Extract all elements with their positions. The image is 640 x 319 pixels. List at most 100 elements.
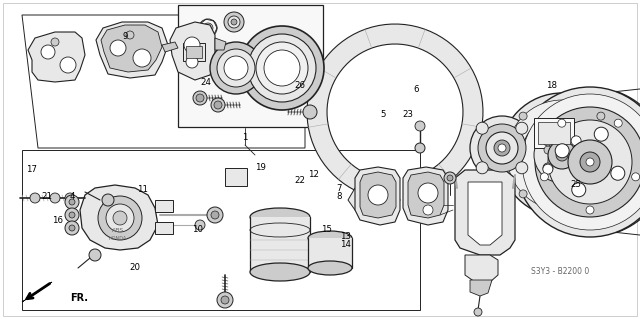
Bar [538, 122, 570, 144]
Circle shape [543, 164, 553, 174]
Bar [183, 43, 205, 61]
Circle shape [486, 132, 518, 164]
Circle shape [224, 12, 244, 32]
Polygon shape [101, 25, 162, 72]
Polygon shape [28, 32, 85, 82]
Circle shape [184, 37, 200, 53]
Text: 19: 19 [255, 163, 266, 172]
Polygon shape [470, 280, 492, 296]
Circle shape [568, 140, 612, 184]
Polygon shape [22, 282, 52, 302]
Circle shape [110, 40, 126, 56]
Text: 25: 25 [570, 180, 582, 189]
Circle shape [415, 121, 425, 131]
Circle shape [60, 57, 76, 73]
Circle shape [478, 124, 526, 172]
Circle shape [210, 42, 262, 94]
Text: 26: 26 [294, 81, 305, 90]
Circle shape [102, 194, 114, 206]
Circle shape [50, 193, 60, 203]
Circle shape [544, 146, 552, 154]
Circle shape [256, 42, 308, 94]
Circle shape [543, 136, 553, 146]
Circle shape [571, 136, 581, 146]
Circle shape [418, 183, 438, 203]
Text: 7: 7 [337, 184, 342, 193]
Circle shape [535, 107, 640, 217]
Circle shape [470, 116, 534, 180]
Circle shape [494, 140, 510, 156]
Circle shape [303, 105, 317, 119]
Circle shape [186, 56, 198, 68]
Text: HONDA: HONDA [109, 235, 127, 241]
Circle shape [415, 143, 425, 153]
Circle shape [522, 94, 640, 230]
Text: 22: 22 [294, 176, 305, 185]
Text: S3Y3 - B2200 0: S3Y3 - B2200 0 [531, 268, 589, 277]
Circle shape [211, 98, 225, 112]
Circle shape [632, 173, 639, 181]
Polygon shape [80, 185, 158, 250]
Polygon shape [403, 167, 448, 225]
Circle shape [65, 193, 75, 203]
Circle shape [586, 158, 594, 166]
Circle shape [196, 94, 204, 102]
Circle shape [516, 122, 528, 134]
Circle shape [515, 87, 640, 237]
Circle shape [498, 144, 506, 152]
Circle shape [217, 292, 233, 308]
Bar [308, 238, 352, 268]
Circle shape [211, 211, 219, 219]
Circle shape [240, 26, 324, 110]
Text: 9: 9 [122, 32, 127, 41]
Text: 18: 18 [546, 81, 557, 90]
Text: 20: 20 [129, 263, 140, 272]
Circle shape [476, 162, 488, 174]
Circle shape [614, 119, 622, 127]
Circle shape [221, 296, 229, 304]
Circle shape [500, 93, 624, 217]
Circle shape [65, 221, 79, 235]
Circle shape [516, 162, 528, 174]
Text: 8: 8 [337, 192, 342, 201]
Circle shape [580, 152, 600, 172]
Text: 5: 5 [380, 110, 385, 119]
Circle shape [594, 127, 608, 141]
Text: 21: 21 [41, 192, 52, 201]
Polygon shape [355, 167, 400, 225]
Text: 17: 17 [26, 165, 38, 174]
Text: 16: 16 [52, 216, 63, 225]
Polygon shape [348, 188, 400, 215]
Circle shape [507, 100, 617, 210]
Circle shape [214, 101, 222, 109]
Text: 11: 11 [136, 185, 148, 194]
Circle shape [519, 112, 527, 120]
Text: 4: 4 [70, 192, 75, 201]
Circle shape [231, 19, 237, 25]
Bar [186, 46, 202, 58]
Circle shape [207, 207, 223, 223]
Circle shape [113, 211, 127, 225]
Circle shape [217, 49, 255, 87]
Text: 10: 10 [191, 225, 203, 234]
Circle shape [572, 183, 586, 197]
Circle shape [534, 127, 590, 183]
Text: 23: 23 [403, 110, 414, 119]
Circle shape [51, 38, 59, 46]
Circle shape [248, 34, 316, 102]
Circle shape [611, 166, 625, 180]
Circle shape [228, 16, 240, 28]
Circle shape [474, 308, 482, 316]
Bar [155, 222, 173, 234]
Text: 13: 13 [340, 232, 351, 241]
Circle shape [597, 112, 605, 120]
Circle shape [447, 175, 453, 181]
Circle shape [69, 225, 75, 231]
Circle shape [540, 173, 548, 181]
Polygon shape [162, 42, 178, 52]
Polygon shape [307, 24, 483, 199]
Circle shape [224, 56, 248, 80]
Polygon shape [360, 172, 396, 218]
Circle shape [423, 205, 433, 215]
Circle shape [195, 220, 205, 230]
